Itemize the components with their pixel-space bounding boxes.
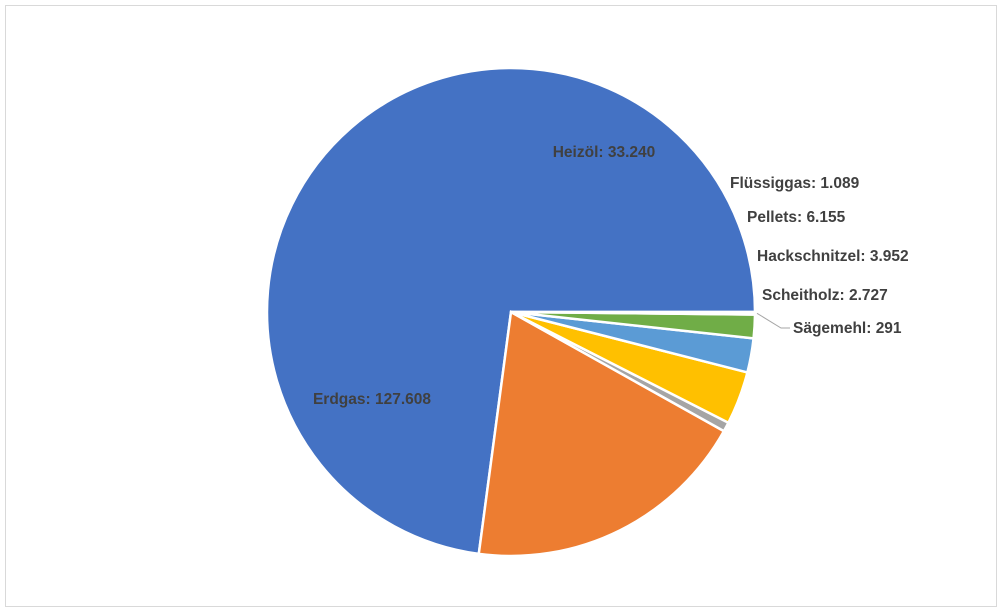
pie-slice-saegemehl <box>510 310 757 316</box>
data-label-scheitholz: Scheitholz: 2.727 <box>762 287 888 304</box>
pie-slice-heizoel <box>477 310 726 558</box>
data-label-erdgas: Erdgas: 127.608 <box>313 391 431 408</box>
data-label-fluessiggas: Flüssiggas: 1.089 <box>730 175 860 192</box>
data-label-pellets: Pellets: 6.155 <box>747 209 846 226</box>
data-label-heizoel: Heizöl: 33.240 <box>553 144 656 161</box>
data-label-saegemehl: Sägemehl: 291 <box>793 320 902 337</box>
data-label-hackschnitzel: Hackschnitzel: 3.952 <box>757 248 909 265</box>
leader-line-saegemehl <box>756 312 790 329</box>
